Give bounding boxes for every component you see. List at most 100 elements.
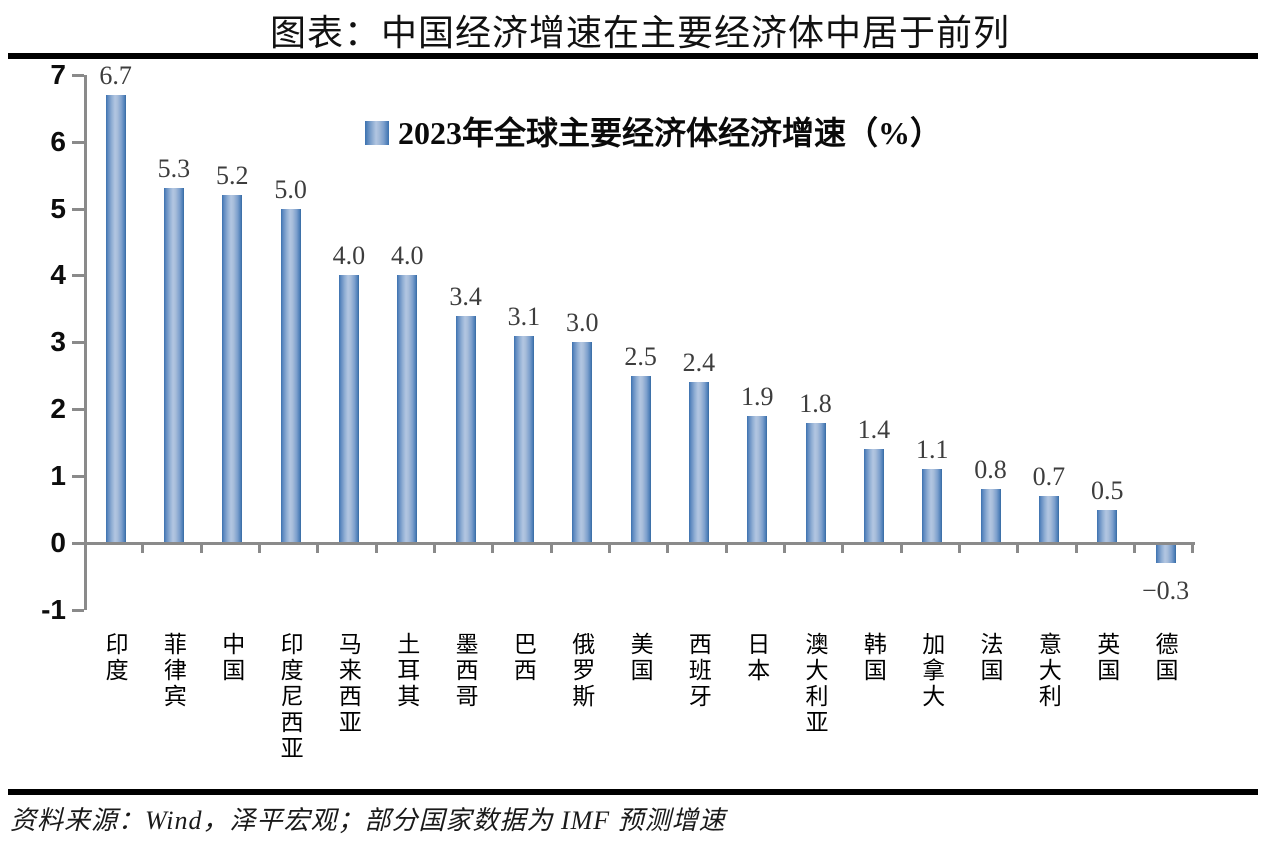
bar bbox=[922, 469, 943, 543]
bar bbox=[222, 195, 243, 543]
y-tick bbox=[72, 475, 84, 479]
x-category-label: 菲律宾 bbox=[160, 632, 186, 710]
bar bbox=[747, 415, 768, 543]
footer-rule bbox=[8, 789, 1258, 795]
y-tick-label: 6 bbox=[50, 125, 66, 157]
x-category-label: 美国 bbox=[627, 632, 653, 684]
bar-value-label: 0.8 bbox=[974, 455, 1007, 485]
bar bbox=[1097, 509, 1118, 543]
chart-title: 图表：中国经济增速在主要经济体中居于前列 bbox=[269, 13, 1010, 53]
legend-label: 2023年全球主要经济体经济增速（%） bbox=[398, 115, 943, 151]
bar-value-label: 5.2 bbox=[216, 161, 249, 191]
x-tick bbox=[141, 543, 145, 553]
x-category-label: 西班牙 bbox=[685, 632, 711, 710]
bar-value-label: 6.7 bbox=[99, 60, 132, 90]
bar bbox=[980, 489, 1001, 543]
bar-value-label: 1.1 bbox=[915, 435, 949, 465]
x-category-label: 法国 bbox=[977, 632, 1003, 684]
bar bbox=[105, 94, 126, 543]
x-tick bbox=[841, 543, 845, 553]
bar bbox=[630, 375, 651, 543]
x-tick bbox=[782, 543, 786, 553]
x-tick bbox=[257, 543, 261, 553]
x-tick bbox=[549, 543, 553, 553]
bar-value-label: 1.4 bbox=[857, 415, 891, 445]
y-tick-label: 5 bbox=[50, 192, 66, 224]
bar bbox=[397, 275, 418, 543]
bar-value-label: 0.5 bbox=[1090, 475, 1124, 505]
x-tick bbox=[1191, 543, 1195, 553]
x-tick bbox=[1074, 543, 1078, 553]
y-tick-label: 1 bbox=[50, 460, 66, 492]
y-tick bbox=[72, 274, 84, 278]
bar-value-label: 3.1 bbox=[507, 301, 541, 331]
x-tick bbox=[899, 543, 903, 553]
bar-value-label: 5.3 bbox=[157, 154, 191, 184]
bar-value-label: 3.4 bbox=[449, 281, 482, 311]
bar-value-label: 5.0 bbox=[274, 174, 307, 204]
x-category-label: 俄罗斯 bbox=[568, 632, 594, 710]
x-tick bbox=[607, 543, 611, 553]
bar bbox=[805, 422, 826, 543]
bar bbox=[280, 208, 301, 543]
bar-value-label: 2.5 bbox=[624, 341, 657, 371]
y-tick bbox=[72, 73, 84, 77]
bar-value-label: 4.0 bbox=[332, 241, 366, 271]
x-category-label: 墨西哥 bbox=[452, 632, 478, 710]
y-tick bbox=[72, 608, 84, 612]
y-tick bbox=[72, 408, 84, 412]
y-tick-label: 4 bbox=[50, 259, 66, 291]
y-axis-line bbox=[84, 74, 87, 610]
bar bbox=[338, 275, 359, 543]
y-tick-label: 3 bbox=[50, 326, 66, 358]
x-category-label: 印度尼西亚 bbox=[277, 632, 303, 762]
x-category-label: 土耳其 bbox=[393, 632, 419, 710]
x-category-label: 马来西亚 bbox=[335, 632, 361, 736]
x-tick bbox=[957, 543, 961, 553]
bar-value-label: 2.4 bbox=[682, 348, 716, 378]
x-tick bbox=[1016, 543, 1020, 553]
y-tick bbox=[72, 542, 84, 545]
x-category-label: 中国 bbox=[218, 632, 244, 684]
x-category-label: 日本 bbox=[743, 632, 769, 684]
bar-value-label: 1.9 bbox=[740, 381, 774, 411]
y-tick-label: 7 bbox=[50, 58, 66, 90]
x-axis-line bbox=[84, 542, 1196, 545]
x-tick bbox=[724, 543, 728, 553]
x-category-label: 加拿大 bbox=[918, 632, 944, 710]
bar-value-label: 4.0 bbox=[391, 241, 424, 271]
x-category-label: 巴西 bbox=[510, 632, 536, 684]
x-category-label: 德国 bbox=[1152, 632, 1178, 684]
x-tick bbox=[666, 543, 670, 553]
x-category-label: 英国 bbox=[1093, 632, 1119, 684]
x-tick bbox=[374, 543, 378, 553]
bar-value-label: 3.0 bbox=[565, 308, 599, 338]
y-tick bbox=[72, 140, 84, 144]
source-note: 资料来源：Wind，泽平宏观；部分国家数据为 IMF 预测增速 bbox=[10, 806, 726, 835]
bar bbox=[513, 335, 534, 543]
bar-value-label: 1.8 bbox=[799, 388, 832, 418]
x-tick bbox=[432, 543, 436, 553]
x-category-label: 印度 bbox=[102, 632, 128, 684]
x-tick bbox=[199, 543, 203, 553]
x-tick bbox=[316, 543, 320, 553]
bar bbox=[163, 188, 184, 543]
bar bbox=[863, 449, 884, 543]
legend: 2023年全球主要经济体经济增速（%） bbox=[365, 108, 942, 154]
legend-marker-icon bbox=[365, 120, 389, 145]
bar bbox=[1038, 496, 1059, 543]
bar bbox=[1155, 543, 1176, 564]
y-tick-label: 2 bbox=[50, 393, 66, 425]
y-tick bbox=[72, 207, 84, 211]
x-tick bbox=[1132, 543, 1136, 553]
bar bbox=[572, 342, 593, 543]
x-category-label: 韩国 bbox=[860, 632, 886, 684]
bar-value-label: 0.7 bbox=[1032, 462, 1066, 492]
y-tick-label: 0 bbox=[50, 527, 66, 558]
bar bbox=[455, 315, 476, 543]
header-rule bbox=[8, 53, 1258, 59]
bar-value-label: −0.3 bbox=[1141, 576, 1190, 606]
x-tick bbox=[491, 543, 495, 553]
